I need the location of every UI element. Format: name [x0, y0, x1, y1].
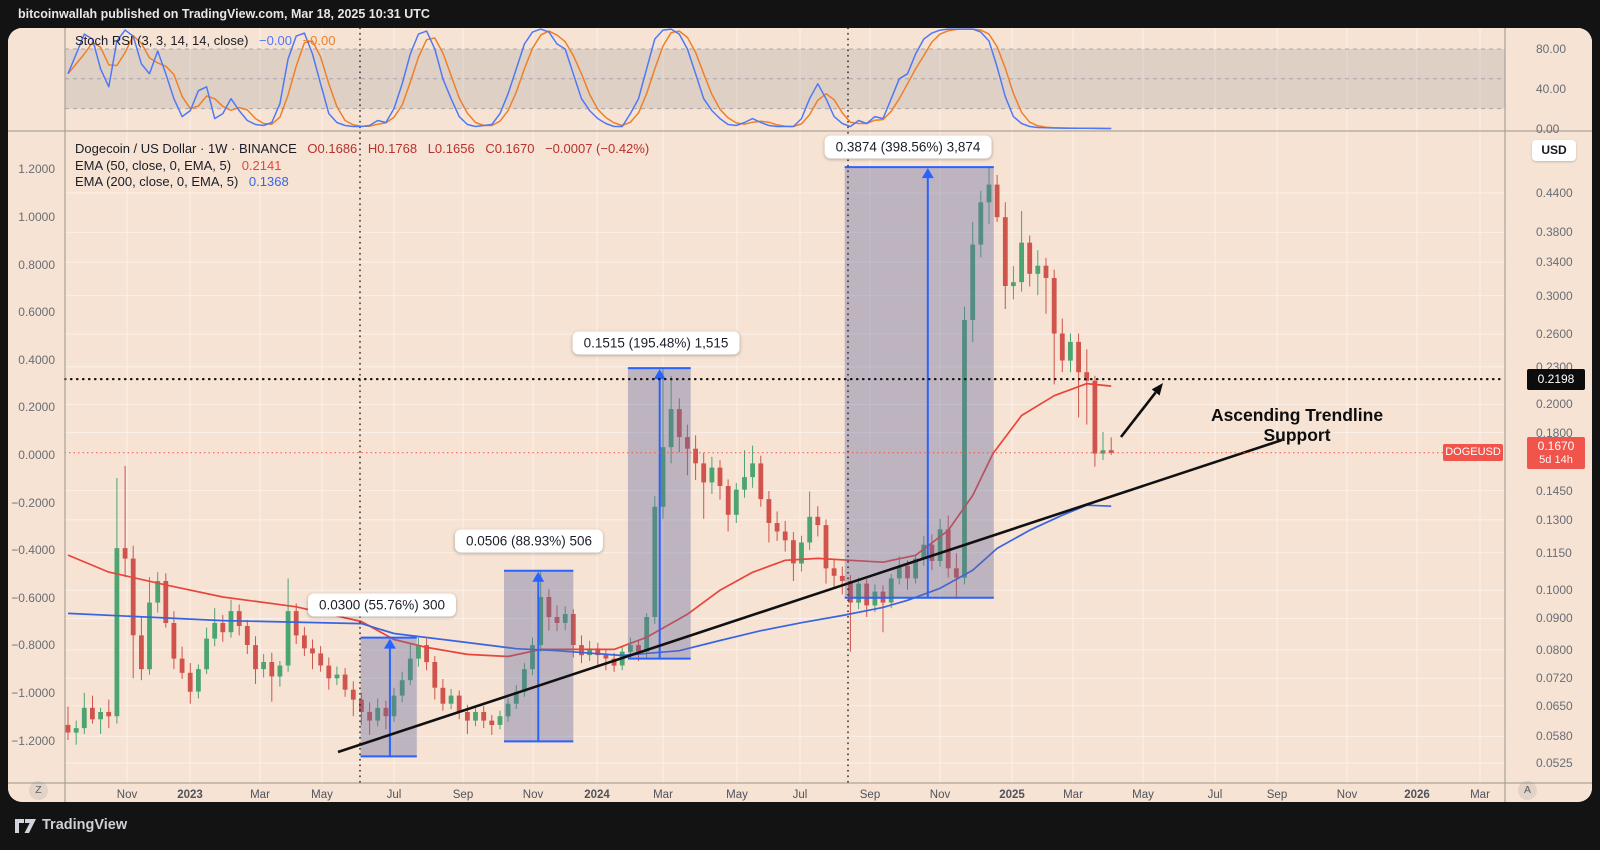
right-axis-tick: 0.1450	[1536, 483, 1573, 498]
candle-countdown: 5d 14h	[1539, 453, 1573, 466]
right-axis-tick: 0.2000	[1536, 397, 1573, 412]
right-axis-tick: 0.1150	[1536, 545, 1572, 560]
time-axis-tick: Mar	[1063, 789, 1083, 801]
time-axis-tick: Mar	[250, 789, 270, 801]
symbol-legend[interactable]: Dogecoin / US Dollar · 1W · BINANCE O0.1…	[75, 141, 649, 156]
right-axis-tick: 0.3400	[1536, 255, 1573, 270]
time-axis-tick: Jul	[1207, 789, 1223, 801]
right-axis-tick: 0.0800	[1536, 643, 1573, 658]
right-axis-tick: 0.2600	[1536, 327, 1573, 342]
open-value: O0.1686	[307, 141, 358, 156]
stoch-axis-tick: 0.00	[1536, 121, 1560, 136]
last-price: 0.1670	[1537, 438, 1575, 453]
right-axis-tick: 0.1000	[1536, 583, 1573, 598]
time-axis-tick: Jul	[792, 789, 808, 801]
currency-button[interactable]: USD	[1532, 140, 1576, 161]
right-axis-tick: 0.0525	[1536, 755, 1573, 770]
left-axis-tick: 1.2000	[18, 162, 55, 177]
ema200-legend[interactable]: EMA (200, close, 0, EMA, 5) 0.1368	[75, 174, 289, 189]
right-axis-tick: 0.0580	[1536, 729, 1573, 744]
publish-info: bitcoinwallah published on TradingView.c…	[18, 7, 430, 21]
measured-move-label[interactable]: 0.0300 (55.76%) 300	[307, 593, 457, 617]
left-axis-tick: −0.6000	[11, 590, 55, 605]
trendline-annotation-text[interactable]: Ascending Trendline Support	[1211, 405, 1383, 445]
timezone-button[interactable]: Z	[29, 781, 48, 800]
time-axis-tick: Mar	[1470, 789, 1490, 801]
annotation-line2: Support	[1263, 425, 1331, 445]
left-axis-tick: −0.4000	[11, 543, 55, 558]
ema200-label: EMA (200, close, 0, EMA, 5)	[75, 174, 239, 189]
close-value: C0.1670	[485, 141, 535, 156]
time-axis-tick: Nov	[929, 789, 951, 801]
brand-text: TradingView	[42, 817, 128, 833]
left-axis-tick: 1.0000	[18, 210, 55, 224]
time-axis-tick: 2026	[1404, 789, 1430, 801]
stoch-axis-tick: 40.00	[1536, 81, 1567, 96]
right-axis-tick: 0.3000	[1536, 288, 1573, 303]
auto-scale-button[interactable]: A	[1518, 781, 1537, 800]
symbol-badge: DOGEUSD	[1443, 444, 1503, 462]
right-axis-tick: 0.1300	[1536, 512, 1573, 527]
time-axis-tick: 2025	[999, 789, 1025, 801]
low-value: L0.1656	[427, 141, 475, 156]
right-axis-tick: 0.0900	[1536, 611, 1573, 626]
time-axis-tick: May	[726, 789, 748, 801]
time-axis-tick: Sep	[859, 789, 881, 801]
left-axis-tick: −1.2000	[11, 733, 55, 748]
right-axis-tick: 0.0650	[1536, 698, 1573, 713]
time-axis-tick: 2024	[584, 789, 610, 801]
top-bar: bitcoinwallah published on TradingView.c…	[0, 0, 1600, 28]
right-axis-tick: 0.1800	[1536, 425, 1573, 440]
stoch-axis-tick: 80.00	[1536, 41, 1567, 56]
left-axis-tick: −0.2000	[11, 495, 55, 510]
time-axis-tick: Nov	[1336, 789, 1358, 801]
left-axis-tick: 0.4000	[18, 352, 55, 367]
change-value: −0.0007 (−0.42%)	[545, 141, 650, 156]
left-axis-tick: −1.0000	[11, 686, 55, 700]
time-axis-tick: May	[311, 789, 333, 801]
time-axis-tick: May	[1132, 789, 1154, 801]
time-axis-tick: 2023	[177, 789, 203, 801]
time-axis-tick: Sep	[1266, 789, 1288, 801]
annotation-line1: Ascending Trendline	[1210, 405, 1384, 425]
left-axis-tick: 0.2000	[18, 400, 55, 415]
bottom-bar: TradingView	[0, 802, 1600, 850]
time-axis-tick: Jul	[386, 789, 402, 801]
right-axis-tick: 0.4400	[1536, 186, 1573, 200]
stoch-title: Stoch RSI (3, 3, 14, 14, close)	[75, 33, 249, 48]
ema200-value: 0.1368	[248, 174, 289, 189]
right-axis-tick: 0.0720	[1536, 671, 1573, 686]
left-axis-tick: −0.8000	[11, 638, 55, 653]
stoch-d-value: −0.00	[302, 33, 336, 48]
time-axis-tick: Sep	[452, 789, 474, 801]
stoch-legend[interactable]: Stoch RSI (3, 3, 14, 14, close) −0.00 −0…	[75, 33, 335, 48]
high-value: H0.1768	[367, 141, 418, 156]
right-axis-tick: 0.3800	[1536, 225, 1573, 240]
left-axis-tick: 0.8000	[18, 257, 55, 272]
left-axis-tick: 0.6000	[18, 305, 55, 320]
tradingview-logo-icon	[15, 819, 36, 833]
ema50-label: EMA (50, close, 0, EMA, 5)	[75, 158, 232, 173]
ema50-value: 0.2141	[241, 158, 282, 173]
chart-widget: Stoch RSI (3, 3, 14, 14, close) −0.00 −0…	[8, 28, 1592, 802]
level-price-tag: 0.2198	[1527, 368, 1585, 390]
time-axis-tick: Nov	[522, 789, 544, 801]
time-axis-tick: Mar	[653, 789, 673, 801]
left-axis-tick: 0.0000	[18, 448, 55, 462]
measured-move-label[interactable]: 0.0506 (88.93%) 506	[454, 529, 604, 553]
ema50-legend[interactable]: EMA (50, close, 0, EMA, 5) 0.2141	[75, 158, 281, 173]
chart-canvas[interactable]	[8, 28, 1592, 802]
stoch-k-value: −0.00	[259, 33, 292, 48]
symbol-title: Dogecoin / US Dollar · 1W · BINANCE	[75, 141, 297, 156]
time-axis-tick: Nov	[116, 789, 138, 801]
measured-move-label[interactable]: 0.1515 (195.48%) 1,515	[572, 331, 740, 355]
measured-move-label[interactable]: 0.3874 (398.56%) 3,874	[824, 135, 992, 159]
last-price-tag: 0.1670 5d 14h	[1527, 436, 1585, 469]
